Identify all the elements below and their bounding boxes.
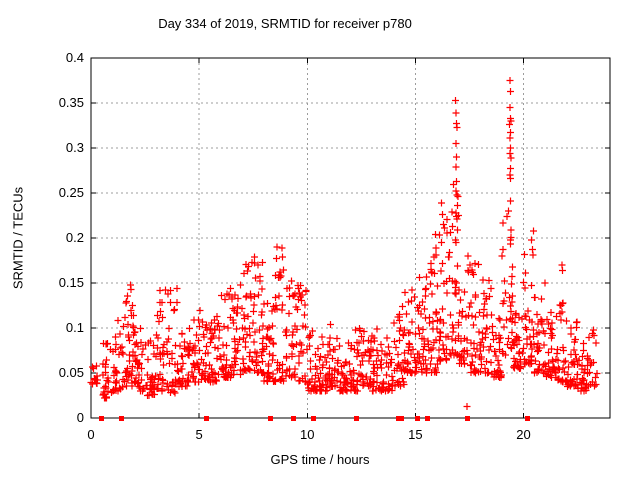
y-tick-label: 0.1: [65, 320, 84, 335]
x-tick-label: 15: [408, 427, 423, 442]
x-tick-label: 5: [195, 427, 203, 442]
y-tick-label: 0: [76, 410, 84, 425]
y-tick-label: 0.3: [65, 140, 84, 155]
x-tick-label: 10: [300, 427, 315, 442]
x-tick-label: 0: [87, 427, 95, 442]
x-axis-label: GPS time / hours: [270, 452, 370, 467]
y-tick-label: 0.25: [58, 185, 84, 200]
y-tick-label: 0.15: [58, 275, 84, 290]
data-points: [87, 77, 601, 410]
y-tick-label: 0.05: [58, 365, 84, 380]
y-tick-label: 0.2: [65, 230, 84, 245]
y-tick-label: 0.4: [65, 50, 84, 65]
zero-markers: [99, 416, 530, 421]
chart-title: Day 334 of 2019, SRMTID for receiver p78…: [158, 16, 412, 31]
x-tick-label: 20: [516, 427, 531, 442]
y-tick-label: 0.35: [58, 95, 84, 110]
